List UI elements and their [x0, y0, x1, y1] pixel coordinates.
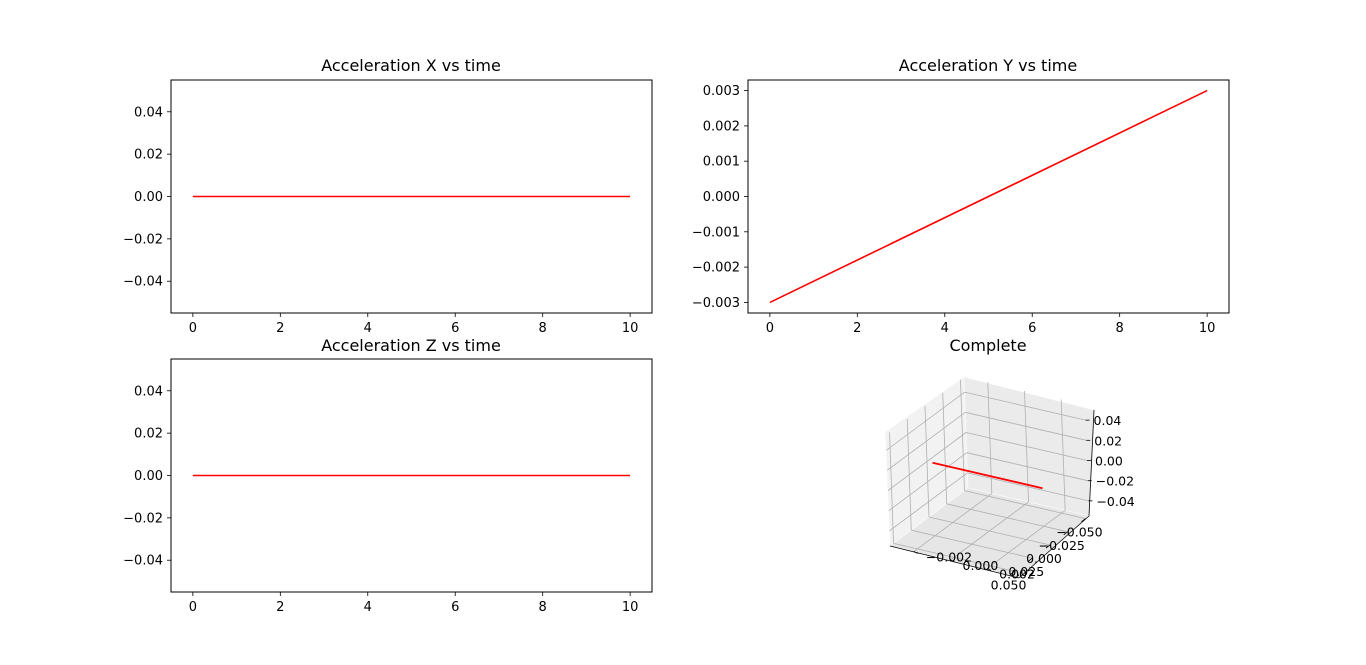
- z-tick-label: −0.04: [1096, 494, 1134, 509]
- z-axis-line: [1088, 409, 1095, 517]
- x-tick-label: 2: [276, 321, 284, 336]
- x-tick-label: −0.025: [1039, 538, 1085, 553]
- y-tick-label: −0.04: [123, 554, 163, 569]
- y-tick-label: −0.02: [123, 232, 163, 247]
- chart-title: Complete: [949, 336, 1026, 355]
- x-tick-mark: [1028, 557, 1033, 562]
- y-tick-mark: [986, 568, 992, 571]
- grid-line: [967, 472, 1089, 502]
- grid-line: [964, 391, 1086, 421]
- z-tick-label: 0.04: [1094, 413, 1122, 428]
- series-line: [769, 89, 1208, 304]
- chart-title: Acceleration Z vs time: [321, 336, 501, 355]
- x-tick-mark: [1063, 531, 1068, 536]
- y-tick-label: −0.001: [692, 225, 740, 240]
- y-tick-label: −0.003: [692, 296, 740, 311]
- grid-line: [965, 411, 1087, 441]
- x-tick-label: 4: [364, 321, 372, 336]
- x-tick-label: 6: [451, 321, 459, 336]
- grid-line: [966, 452, 1088, 482]
- y-tick-label: 0.002: [703, 119, 740, 134]
- y-tick-label: −0.02: [123, 511, 163, 526]
- y-tick-label: 0.003: [703, 84, 740, 99]
- x-tick-label: 2: [853, 321, 861, 336]
- acceleration-x-chart: Acceleration X vs time 0 2 4 6 8 10 0.04 0.02 0…: [123, 56, 653, 336]
- y-tick-label: 0.002: [999, 566, 1035, 581]
- x-tick-label: 4: [941, 321, 949, 336]
- y-tick-mark: [950, 559, 955, 563]
- x-tick-label: 8: [1116, 321, 1124, 336]
- x-tick-label: 6: [1028, 321, 1036, 336]
- x-tick-label: −0.050: [1056, 525, 1102, 540]
- x-tick-label: 0.025: [1008, 564, 1044, 579]
- x-tick-label: 10: [622, 321, 639, 336]
- y-tick-label: −0.04: [123, 275, 163, 290]
- grid-line: [888, 452, 967, 512]
- y-tick-label: 0.04: [134, 384, 163, 399]
- grid-line: [887, 432, 967, 491]
- y-tick-label: −0.002: [692, 261, 740, 276]
- grid-line: [889, 472, 968, 532]
- y-tick-label: −0.002: [926, 550, 972, 565]
- grid-line: [887, 411, 966, 471]
- grid-line: [965, 432, 1088, 461]
- x-tick-label: 6: [451, 600, 459, 615]
- x-tick-mark: [1010, 571, 1015, 575]
- z-tick-label: 0.00: [1095, 454, 1123, 469]
- y-tick-label: 0.000: [703, 190, 740, 205]
- x-tick-label: 10: [622, 600, 639, 615]
- z-tick-label: −0.02: [1096, 474, 1134, 489]
- acceleration-z-chart: Acceleration Z vs time 0 2 4 6 8 10 0.04 0.02 0…: [123, 336, 653, 615]
- chart-title: Acceleration X vs time: [321, 56, 501, 75]
- y-tick-label: 0.02: [134, 427, 163, 442]
- y-tick-mark: [913, 551, 919, 554]
- x-tick-label: 4: [364, 600, 372, 615]
- x-tick-label: 10: [1199, 321, 1216, 336]
- y-tick-label: 0.00: [134, 190, 163, 205]
- y-tick-label: 0.001: [703, 155, 740, 170]
- x-tick-label: 0: [189, 321, 197, 336]
- x-tick-mark: [1045, 544, 1051, 549]
- acceleration-y-chart: Acceleration Y vs time 0 2 4 6 8 10 0.003 0.00…: [692, 56, 1230, 336]
- x-tick-mark: [1081, 518, 1086, 522]
- z-tick-label: 0.02: [1094, 433, 1122, 448]
- chart-title: Acceleration Y vs time: [899, 56, 1077, 75]
- series-line: [932, 461, 1043, 490]
- grid-line: [950, 501, 1029, 561]
- x-tick-label: 2: [276, 600, 284, 615]
- y-tick-label: 0.04: [134, 105, 163, 120]
- x-tick-label: 0: [189, 600, 197, 615]
- x-tick-label: 0.000: [1026, 551, 1062, 566]
- grid-line: [913, 493, 993, 552]
- y-axis-line: [1018, 515, 1090, 579]
- x-tick-label: 8: [539, 600, 547, 615]
- grid-line: [886, 391, 965, 451]
- y-tick-label: 0.00: [134, 469, 163, 484]
- grid-line: [986, 510, 1066, 569]
- x-tick-label: 0.050: [991, 577, 1027, 592]
- x-tick-label: 0: [766, 321, 774, 336]
- complete-3d-chart: Complete −0.050−0.0250.0000.0250.050−0.0…: [884, 336, 1135, 592]
- y-tick-label: 0.02: [134, 148, 163, 163]
- x-tick-label: 8: [539, 321, 547, 336]
- y-tick-label: 0.000: [963, 558, 999, 573]
